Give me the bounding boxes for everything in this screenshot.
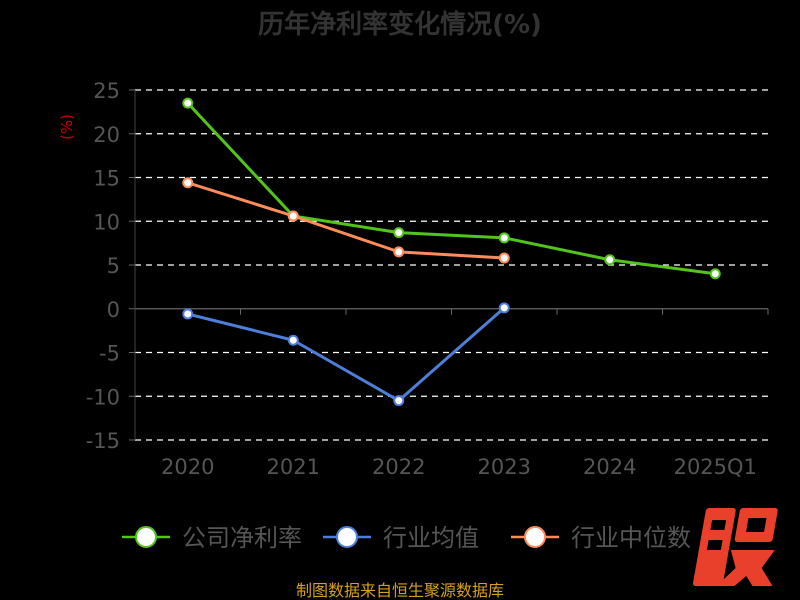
legend-marker	[135, 526, 157, 548]
data-point	[498, 252, 510, 264]
data-point	[498, 232, 510, 244]
data-point	[393, 246, 405, 258]
stock-logo-icon	[692, 508, 778, 586]
data-point	[182, 177, 194, 189]
y-tick-label: 25	[93, 79, 120, 103]
legend[interactable]: 公司净利率 行业均值 行业中位数	[122, 524, 691, 552]
y-tick-label: -10	[86, 385, 120, 409]
x-tick-label: 2022	[372, 455, 425, 479]
data-source-footer: 制图数据来自恒生聚源数据库	[296, 581, 504, 600]
x-tick-label: 2023	[478, 455, 531, 479]
y-tick-label: 10	[93, 210, 120, 234]
legend-item-0[interactable]: 公司净利率	[122, 524, 302, 552]
chart-title: 历年净利率变化情况(%)	[258, 9, 542, 40]
x-tick-label: 2021	[267, 455, 320, 479]
series-2	[182, 177, 510, 264]
data-point	[393, 227, 405, 239]
y-axis-label: (%)	[58, 114, 76, 140]
data-point	[182, 308, 194, 320]
legend-marker	[524, 526, 546, 548]
data-point	[709, 268, 721, 280]
x-tick-label: 2020	[161, 455, 214, 479]
series-line	[186, 102, 716, 276]
y-tick-label: -15	[86, 429, 120, 453]
y-tick-label: 15	[93, 167, 120, 191]
data-point	[498, 302, 510, 314]
series-0	[182, 97, 721, 280]
legend-label: 行业均值	[383, 524, 479, 552]
data-point	[604, 254, 616, 266]
data-point	[287, 334, 299, 346]
data-point	[393, 395, 405, 407]
x-tick-label: 2024	[583, 455, 636, 479]
y-tick-label: 5	[107, 254, 120, 278]
axes: 25 20 15 10 5 0 -5 -10 -15 2020 2021 2022 2023 2024 20…	[86, 79, 769, 479]
legend-item-2[interactable]: 行业中位数	[511, 524, 691, 552]
series-1	[182, 302, 510, 407]
legend-label: 行业中位数	[571, 524, 691, 552]
series-line	[187, 306, 506, 403]
series-lines	[182, 97, 721, 407]
grid-lines	[135, 89, 768, 441]
data-point	[182, 97, 194, 109]
series-line	[187, 181, 505, 260]
legend-label: 公司净利率	[182, 524, 302, 552]
y-tick-label: 20	[93, 123, 120, 147]
legend-item-1[interactable]: 行业均值	[323, 524, 479, 552]
y-tick-label: 0	[107, 298, 120, 322]
legend-marker	[336, 526, 358, 548]
y-tick-label: -5	[99, 342, 120, 366]
x-tick-label: 2025Q1	[674, 455, 757, 479]
data-point	[287, 210, 299, 222]
